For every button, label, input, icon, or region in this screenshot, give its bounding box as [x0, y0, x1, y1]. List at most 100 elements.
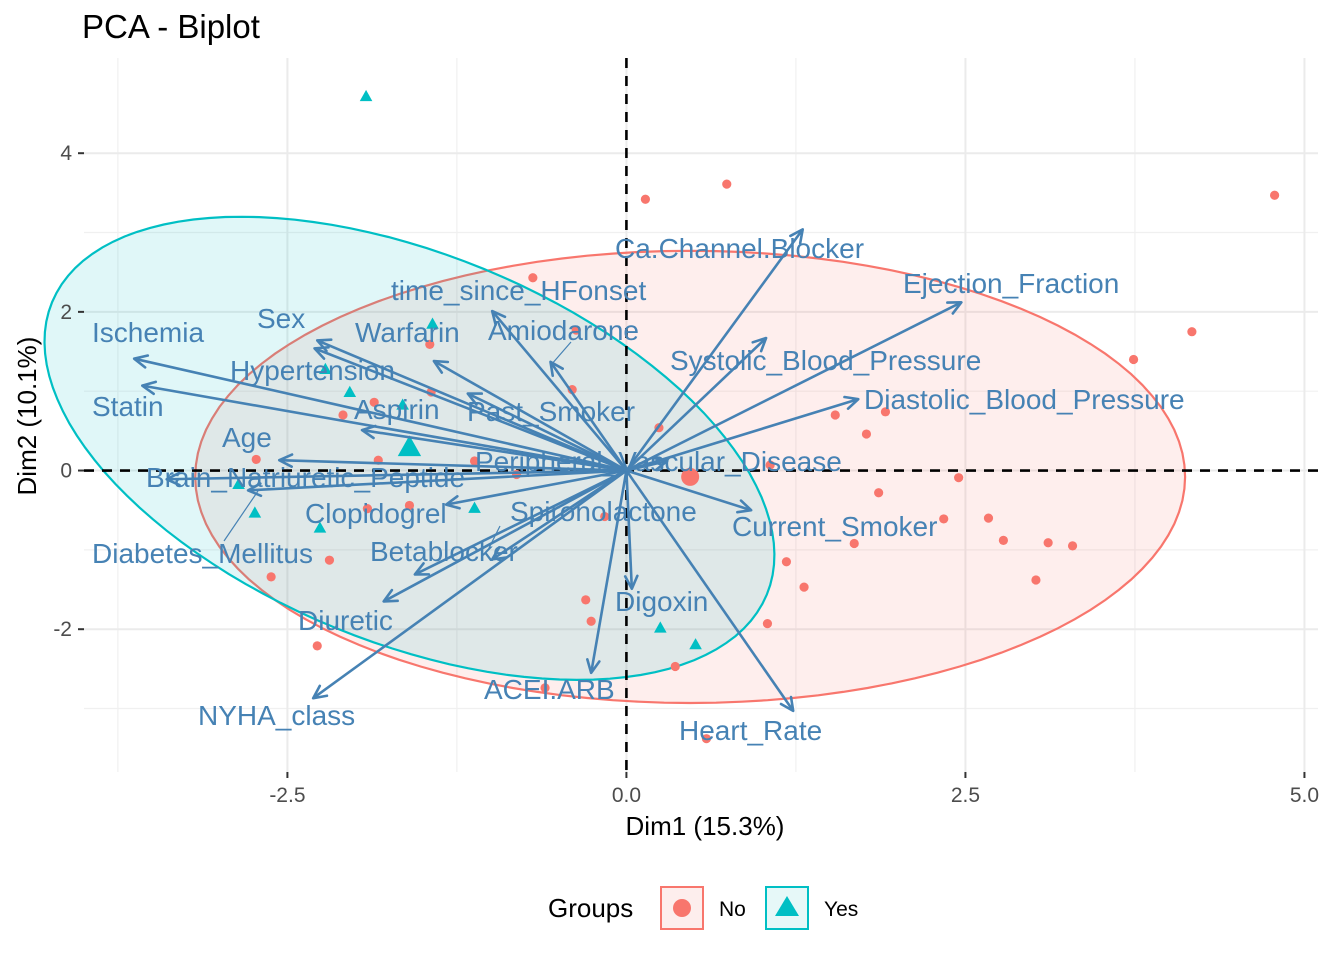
arrow-acei-arb [586, 470, 628, 675]
y-tick-label-2: 2 [60, 301, 72, 324]
legend-key-no [660, 886, 704, 930]
arrow-head-digoxin [623, 574, 639, 591]
arrow-head-ischemia [132, 354, 150, 369]
zero-reference-lines [84, 58, 1318, 772]
arrow-shaft-past-smoker [467, 392, 627, 472]
arrow-head-ejection-fraction [946, 301, 963, 315]
legend-symbol-yes [775, 896, 799, 916]
arrow-shaft-brain-natriuretic-peptide [166, 469, 627, 481]
arrow-spironolactone [490, 469, 628, 561]
point-no-0 [640, 194, 651, 204]
arrow-shaft-heart-rate [625, 469, 795, 712]
arrow-shaft-diuretic [383, 469, 628, 603]
arrow-head-systolic-blood-pressure [751, 336, 768, 353]
variable-label-aspirin: Aspirin [354, 394, 440, 425]
arrow-shaft-warfarin [433, 359, 628, 472]
point-no-21 [874, 488, 884, 498]
point-no-40 [670, 661, 680, 672]
arrow-head-heart-rate [779, 695, 795, 713]
arrow-head-clopidogrel [444, 495, 461, 510]
variable-label-brain-natriuretic-peptide: Brain_Natriuretic_Peptide [146, 462, 465, 493]
arrow-shaft-diastolic-blood-pressure [626, 397, 859, 472]
arrow-head-brain-natriuretic-peptide [165, 471, 181, 487]
arrow-shaft-age [279, 458, 627, 472]
arrow-diastolic-blood-pressure [626, 395, 860, 472]
arrow-systolic-blood-pressure [625, 336, 768, 472]
arrow-shaft-acei-arb [589, 470, 628, 674]
arrow-head-current-smoker [736, 499, 753, 514]
point-yes-3 [343, 385, 357, 397]
point-no-27 [983, 513, 994, 523]
arrow-shaft-time-since-hfonset [491, 310, 628, 472]
point-yes-1 [426, 317, 439, 329]
point-no-24 [404, 500, 415, 511]
point-no-36 [1031, 575, 1041, 585]
arrow-nyha-class [311, 469, 628, 700]
point-yes-10 [689, 638, 702, 650]
arrow-sex [315, 338, 627, 472]
arrow-current-smoker [626, 469, 753, 514]
arrow-head-spironolactone [490, 546, 508, 561]
point-no-37 [581, 595, 591, 605]
arrow-past-smoker [466, 392, 627, 472]
point-no-32 [781, 557, 792, 567]
variable-label-spironolactone: Spironolactone [510, 496, 697, 527]
point-no-22 [954, 473, 964, 483]
point-no-43 [701, 734, 712, 744]
point-no-41 [312, 641, 322, 651]
point-yes-9 [654, 621, 667, 633]
point-no-14 [861, 429, 872, 439]
arrow-head-acei-arb [586, 658, 601, 675]
arrow-shaft-nyha-class [312, 469, 628, 700]
point-no-30 [1067, 541, 1078, 551]
x-tick-label-0: -2.5 [269, 784, 305, 807]
point-no-39 [762, 619, 773, 629]
arrow-head-betablocker [413, 562, 431, 576]
arrow-shaft-ca-channel-blocker [625, 228, 804, 472]
arrow-head-past-smoker [466, 392, 484, 406]
arrow-diuretic [382, 469, 628, 603]
arrow-head-peripheral-vascular-disease [652, 456, 669, 472]
arrow-head-aspirin [360, 424, 377, 440]
x-tick-label-3: 5.0 [1290, 784, 1319, 807]
arrow-head-statin [141, 380, 158, 396]
arrow-shaft-ejection-fraction [625, 301, 962, 472]
arrow-head-sex [315, 338, 333, 353]
variable-label-diabetes-mellitus: Diabetes_Mellitus [92, 538, 313, 569]
point-no-8 [567, 385, 577, 395]
variable-label-amiodarone: Amiodarone [488, 315, 639, 346]
arrow-shaft-sex [316, 339, 627, 472]
variable-label-acei-arb: ACEI.ARB [484, 674, 615, 705]
variable-label-current-smoker: Current_Smoker [732, 511, 937, 542]
point-yes-2 [319, 362, 332, 374]
point-yes-5 [232, 477, 245, 490]
leader-line-betablocker [488, 525, 501, 549]
legend-title: Groups [548, 893, 633, 923]
point-no-5 [571, 325, 581, 335]
variable-label-sex: Sex [257, 303, 305, 334]
arrow-head-warfarin [432, 359, 450, 374]
y-axis-title: Dim2 (10.1%) [12, 337, 42, 496]
variable-label-diuretic: Diuretic [298, 605, 393, 636]
variable-label-betablocker: Betablocker [370, 536, 518, 567]
variable-label-clopidogrel: Clopidogrel [305, 498, 447, 529]
centroid-no [681, 467, 700, 486]
variable-label-systolic-blood-pressure: Systolic_Blood_Pressure [670, 345, 981, 376]
point-no-16 [251, 454, 261, 465]
point-no-34 [266, 572, 276, 582]
arrow-amiodarone [549, 360, 628, 472]
legend-label-yes: Yes [824, 898, 858, 921]
variable-label-past-smoker: Past_Smoker [467, 396, 635, 427]
arrow-clopidogrel [444, 469, 627, 510]
arrow-shaft-peripheral-vascular-disease [626, 459, 668, 472]
arrow-shaft-spironolactone [491, 469, 628, 561]
y-tick-label-1: 0 [60, 460, 72, 483]
arrow-head-age [277, 453, 294, 468]
point-no-3 [528, 273, 538, 283]
point-no-18 [469, 456, 480, 466]
point-no-11 [338, 410, 348, 420]
axes: -2.5 0.0 2.5 5.0 -2 0 2 4 [53, 142, 1319, 807]
legend: Groups No Yes [548, 886, 858, 930]
point-yes-8 [313, 521, 327, 533]
